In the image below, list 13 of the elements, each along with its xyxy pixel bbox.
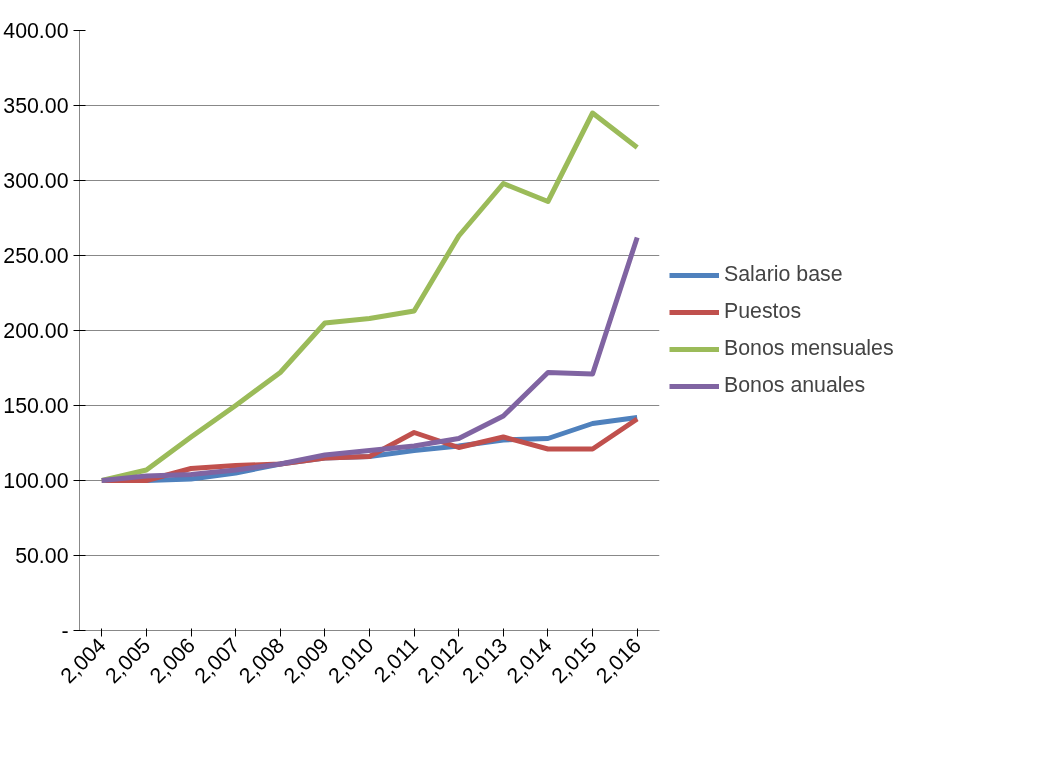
y-tick-label: 300.00 (3, 169, 69, 193)
y-tick-label: 150.00 (3, 394, 69, 418)
legend-label: Puestos (724, 299, 802, 324)
y-tick-label: - (61, 619, 69, 643)
y-tick-label: 250.00 (3, 244, 69, 268)
y-tick-label: 100.00 (3, 469, 69, 493)
legend-label: Salario base (724, 262, 843, 287)
y-tick-label: 400.00 (3, 19, 69, 43)
legend-label: Bonos anuales (724, 373, 866, 398)
y-tick-label: 200.00 (3, 319, 69, 343)
legend-label: Bonos mensuales (724, 336, 894, 361)
y-tick-label: 50.00 (15, 544, 69, 568)
y-tick-label: 350.00 (3, 94, 69, 118)
